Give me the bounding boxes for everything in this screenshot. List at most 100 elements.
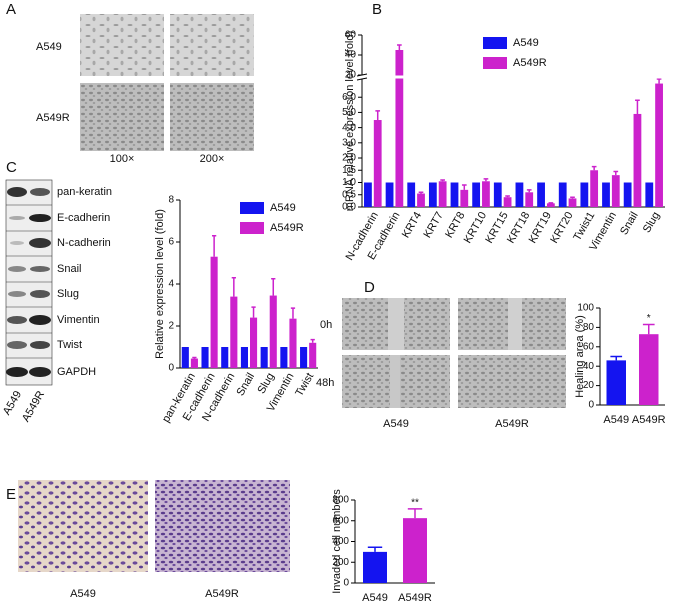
bar [270, 296, 277, 368]
bar [182, 347, 189, 368]
column-label: A549R [495, 418, 529, 430]
bar [261, 347, 268, 368]
x-tick-label: A549R [632, 414, 666, 426]
bar [395, 50, 403, 207]
x-tick-label: Snail [234, 371, 257, 398]
micrograph [80, 83, 164, 151]
bar [289, 319, 296, 368]
error-bar [271, 279, 275, 296]
error-bar [643, 324, 655, 334]
bar [407, 183, 415, 208]
legend-swatch [240, 222, 264, 234]
bar [580, 183, 588, 208]
error-bar [657, 79, 662, 84]
row-label: A549R [36, 112, 70, 124]
panel-letter: A [6, 1, 16, 18]
invasion-image [155, 480, 290, 572]
bar [645, 183, 653, 208]
column-label: 200× [200, 153, 225, 165]
error-bar [440, 180, 445, 181]
micrograph [80, 14, 164, 76]
column-label: 100× [110, 153, 135, 165]
x-tick-label: Snail [618, 210, 641, 237]
bar [417, 194, 425, 207]
axis-break [357, 76, 665, 79]
bar [241, 347, 248, 368]
legend-swatch [483, 57, 507, 69]
x-tick-label: Twist [293, 371, 316, 399]
y-tick-label: 6 [168, 237, 174, 248]
error-bar [570, 197, 575, 198]
bar [451, 183, 459, 208]
x-tick-label: Slug [641, 210, 662, 235]
bar [634, 114, 642, 207]
wound-gap [390, 355, 400, 408]
bar [300, 347, 307, 368]
bar [504, 197, 512, 207]
bar [494, 183, 502, 208]
error-bar [505, 196, 510, 197]
blot-label: E-cadherin [57, 212, 110, 224]
error-bar [613, 171, 618, 175]
error-bar [408, 509, 422, 518]
bar [211, 257, 218, 368]
bar [639, 334, 659, 405]
y-tick-label: 0 [343, 578, 349, 589]
error-bar [610, 357, 622, 361]
significance: * [647, 313, 651, 324]
error-bar [251, 307, 255, 318]
bar [655, 84, 663, 207]
y-axis-label: Healing area (%) [574, 315, 586, 398]
error-bar [368, 547, 382, 552]
bar [309, 343, 316, 368]
bar [590, 170, 598, 207]
bar [569, 198, 577, 207]
blot-label: pan-keratin [57, 186, 112, 198]
error-bar [212, 236, 216, 257]
panel-letter: D [364, 279, 375, 296]
wound-gap [388, 298, 404, 350]
bar [516, 183, 524, 208]
bar [559, 183, 567, 208]
bar [364, 183, 372, 208]
bar [201, 347, 208, 368]
invasion-image [18, 480, 148, 572]
legend-swatch [240, 202, 264, 214]
error-bar [291, 308, 295, 319]
blot-label: Slug [57, 288, 79, 300]
bar [250, 318, 257, 368]
y-axis-label: Invaded cell numbers [331, 489, 343, 594]
row-label: A549 [36, 41, 62, 53]
legend-label: A549R [270, 222, 304, 234]
bar [374, 120, 382, 207]
y-axis-label: mRNA relative expression level (fold) [344, 31, 356, 211]
bar [482, 181, 490, 207]
column-label: A549 [383, 418, 409, 430]
error-bar [397, 45, 402, 50]
bar [607, 360, 627, 405]
panel-letter: B [372, 1, 382, 18]
error-bar [484, 179, 489, 181]
lane-label: A549R [20, 389, 47, 424]
bar [547, 203, 555, 207]
y-tick-label: 0 [168, 363, 174, 374]
row-label: 0h [320, 319, 332, 331]
x-tick-label: A549R [398, 592, 432, 604]
bar [429, 183, 437, 208]
bar [439, 181, 447, 207]
x-tick-label: KRT7 [422, 210, 446, 240]
error-bar [375, 111, 380, 120]
y-axis-label: Relative expression level (fold) [154, 209, 166, 359]
legend-label: A549 [513, 37, 539, 49]
panel-letter: E [6, 486, 16, 503]
bar [363, 552, 387, 583]
blot-label: Vimentin [57, 314, 100, 326]
y-tick-label: 2 [168, 321, 174, 332]
row-label: 48h [316, 377, 334, 389]
wound-image [458, 355, 566, 408]
wound-gap [508, 298, 522, 350]
bar [230, 297, 237, 368]
bar [403, 518, 427, 583]
bar [191, 359, 198, 368]
